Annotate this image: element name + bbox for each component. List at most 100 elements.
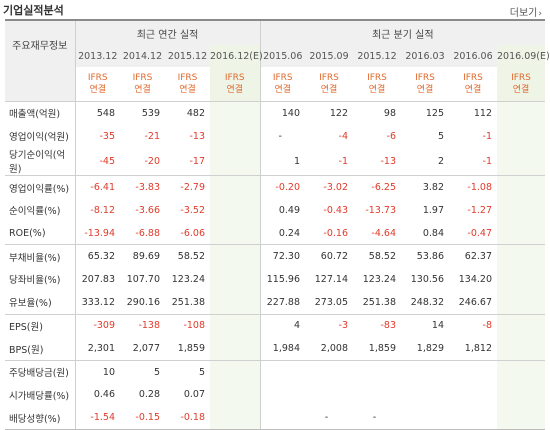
more-link[interactable]: 더보기› — [510, 4, 542, 19]
value-cell — [210, 337, 261, 361]
table-row: 배당성향(%) -1.54 -0.15 -0.18 - - — [5, 406, 545, 430]
value-cell: -8 — [449, 313, 497, 338]
standard-label-cell — [5, 67, 76, 102]
value-cell: 539 — [141, 107, 160, 119]
value-cell: - — [278, 130, 282, 142]
value-cell: 482 — [186, 107, 205, 119]
value-cell: 0.07 — [183, 389, 205, 401]
value-cell: 273.05 — [314, 296, 348, 308]
value-cell: 98 — [383, 107, 396, 119]
value-cell — [401, 406, 449, 430]
accounting-standard: IFRS 연결 — [449, 67, 497, 102]
value-cell: -6.41 — [75, 175, 120, 200]
value-cell: -17 — [189, 155, 205, 167]
value-cell: 2,008 — [320, 343, 348, 355]
row-label: EPS(원) — [5, 313, 76, 338]
value-cell — [210, 221, 261, 245]
value-cell: -4.64 — [371, 227, 396, 239]
accounting-standard: IFRS 연결 — [260, 67, 305, 102]
value-cell: 0.49 — [278, 204, 300, 216]
value-cell: -1 — [482, 155, 492, 167]
period-header: 2013.12 — [75, 45, 120, 67]
value-cell: 5 — [437, 130, 444, 142]
value-cell: -45 — [99, 155, 115, 167]
value-cell: 89.69 — [120, 244, 165, 269]
value-cell — [210, 124, 261, 148]
value-cell: -3.52 — [180, 204, 205, 216]
value-cell — [449, 359, 497, 384]
value-cell: 2 — [437, 155, 444, 167]
value-cell: -6.06 — [180, 227, 205, 239]
value-cell: 123.24 — [171, 273, 205, 285]
table-row: 순이익률(%) -8.12 -3.66 -3.52 0.49 -0.43 -13.73 1.9… — [5, 199, 545, 222]
value-cell: -138 — [120, 313, 165, 338]
value-cell: 1 — [293, 155, 300, 167]
value-cell: 115.96 — [266, 273, 300, 285]
table-row: 유보율(%) 333.12 290.16 251.38 227.88 273.05 251.… — [5, 290, 545, 314]
value-cell: -3.02 — [305, 175, 353, 200]
value-cell: 140 — [281, 107, 300, 119]
value-cell: -3 — [305, 313, 353, 338]
value-cell: 58.52 — [353, 244, 401, 269]
value-cell: 2,301 — [87, 343, 115, 355]
value-cell: 10 — [75, 359, 120, 384]
more-label: 더보기 — [509, 8, 538, 19]
value-cell — [497, 221, 545, 245]
value-cell: -4 — [338, 130, 348, 142]
value-cell: 2,077 — [132, 343, 160, 355]
value-cell — [497, 268, 545, 291]
value-cell: -0.15 — [120, 406, 165, 430]
value-cell: 251.38 — [171, 296, 205, 308]
value-cell — [497, 101, 545, 125]
value-cell: 14 — [401, 313, 449, 338]
value-cell: 0.84 — [422, 227, 444, 239]
value-cell — [260, 384, 305, 407]
value-cell: -20 — [144, 155, 160, 167]
value-cell: -0.16 — [323, 227, 348, 239]
value-cell: -13 — [189, 130, 205, 142]
value-cell: 3.82 — [401, 175, 449, 200]
value-cell: 4 — [260, 313, 305, 338]
table-row: 영업이익(억원) -35 -21 -13 - -4 -6 5 -1 — [5, 124, 545, 148]
value-cell: -1 — [482, 130, 492, 142]
standard-top: IFRS — [177, 73, 198, 83]
value-cell: -13.73 — [365, 204, 396, 216]
row-label: ROE(%) — [5, 221, 76, 245]
row-label: 부채비율(%) — [5, 244, 76, 269]
value-cell: -0.18 — [165, 406, 210, 430]
standard-bottom: 연결 — [416, 85, 434, 95]
row-label: 영업이익률(%) — [5, 175, 76, 200]
value-cell: 58.52 — [165, 244, 210, 269]
value-cell — [210, 175, 261, 200]
value-cell: 62.37 — [449, 244, 497, 269]
value-cell — [497, 313, 545, 338]
value-cell: 251.38 — [362, 296, 396, 308]
accounting-standard: IFRS 연결 — [353, 67, 401, 102]
value-cell: 112 — [473, 107, 492, 119]
value-cell: -13.94 — [84, 227, 115, 239]
value-cell: -1.27 — [467, 204, 492, 216]
value-cell — [210, 147, 261, 176]
table-row: 매출액(억원) 548 539 482 140 122 98 125 112 — [5, 101, 545, 125]
value-cell — [497, 383, 545, 407]
accounting-standard: IFRS 연결 — [120, 67, 165, 102]
row-label: 순이익률(%) — [5, 199, 76, 222]
value-cell — [260, 406, 305, 430]
value-cell — [210, 268, 261, 291]
value-cell: 134.20 — [458, 273, 492, 285]
row-label: 시가배당률(%) — [5, 383, 76, 407]
section-header: 기업실적분석 더보기› — [0, 0, 550, 19]
value-cell: 1,859 — [177, 343, 205, 355]
value-cell — [497, 175, 545, 200]
table-row: 부채비율(%) 65.32 89.69 58.52 72.30 60.72 58.52 53.… — [5, 244, 545, 269]
period-header: 2015.09 — [305, 45, 353, 67]
table-row: EPS(원) -309 -138 -108 4 -3 -83 14 -8 — [5, 313, 545, 338]
row-label: 주당배당금(원) — [5, 359, 76, 384]
value-cell — [497, 124, 545, 148]
value-cell: 72.30 — [260, 244, 305, 269]
table-row: 당기순이익(억원) -45 -20 -17 1 -1 -13 2 -1 — [5, 147, 545, 176]
period-header: 2016.06 — [449, 45, 497, 67]
period-header: 2016.12(E) — [210, 45, 263, 67]
value-cell: 65.32 — [75, 244, 120, 269]
quarterly-group-header: 최근 분기 실적 — [260, 19, 545, 45]
